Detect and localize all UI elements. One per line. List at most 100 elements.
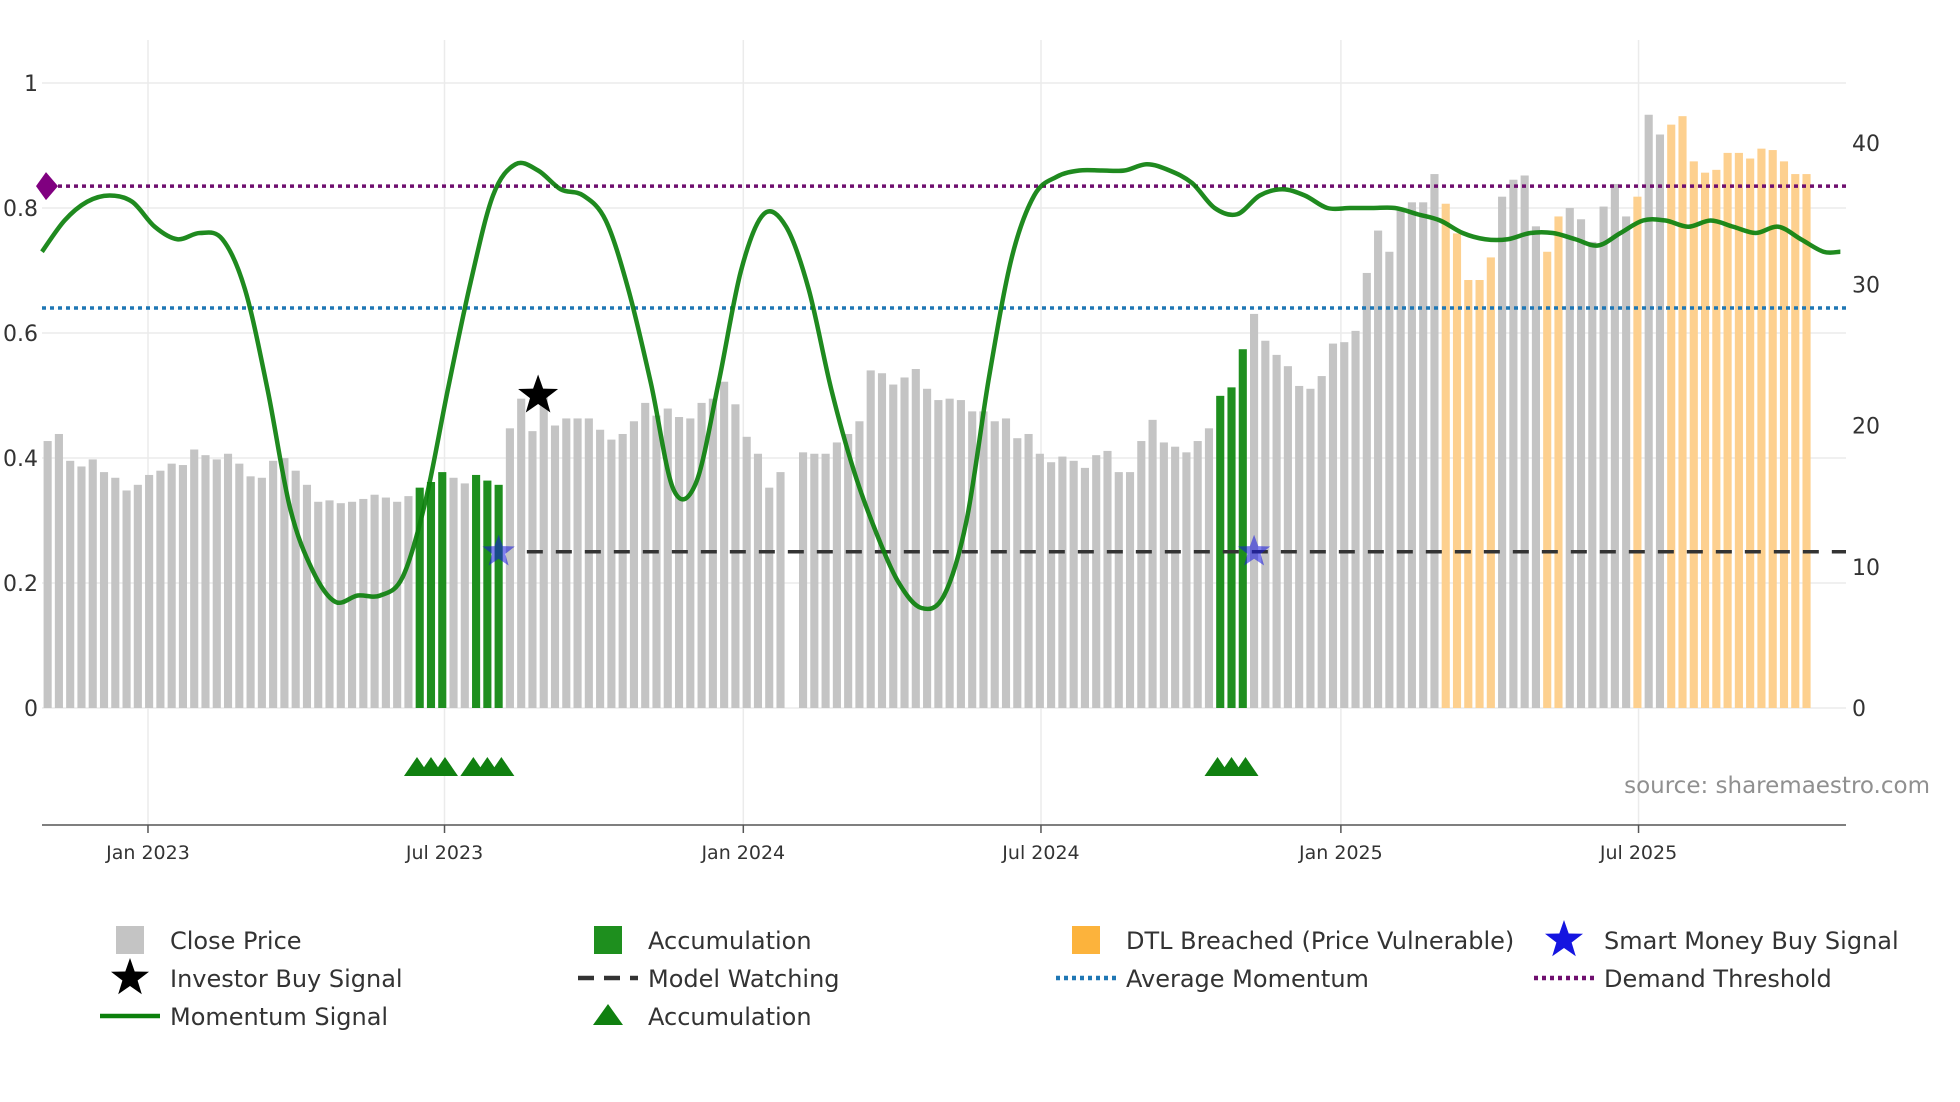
dtl-breached-bar (1678, 116, 1687, 709)
close-price-bar (968, 411, 977, 708)
close-price-bar (257, 477, 266, 708)
close-price-bar (1069, 460, 1078, 708)
close-price-bar (855, 421, 864, 708)
legend-label: Demand Threshold (1604, 965, 1832, 993)
close-price-bar (1374, 230, 1383, 708)
x-axis-tick-label: Jan 2025 (1298, 842, 1383, 864)
legend-item-close: Close Price (116, 926, 302, 955)
close-price-bar (923, 388, 932, 708)
close-price-bar (1644, 114, 1653, 708)
close-price-bar (1407, 202, 1416, 708)
dtl-breached-bar (1464, 280, 1473, 708)
bar-series (43, 114, 1811, 709)
close-price-bar (1520, 175, 1529, 709)
close-price-bar (1531, 226, 1540, 708)
close-price-bar (1430, 174, 1439, 708)
accumulation-marker (431, 757, 458, 776)
left-axis-tick-label: 1 (24, 72, 38, 97)
close-price-bar (720, 381, 729, 708)
investor-buy-signal-marker (518, 374, 559, 413)
close-price-bar (54, 433, 63, 708)
legend-item-smart: Smart Money Buy Signal (1545, 920, 1899, 957)
close-price-bar (1655, 134, 1665, 708)
close-price-bar (584, 418, 593, 708)
close-price-bar (223, 453, 233, 708)
right-axis-tick-label: 30 (1852, 273, 1880, 298)
legend-label: Close Price (170, 927, 302, 955)
close-price-bar (528, 431, 537, 708)
left-axis-tick-label: 0.6 (3, 322, 38, 347)
line-series (36, 160, 1846, 612)
x-axis-tick-label: Jan 2023 (105, 842, 190, 864)
close-price-bar (697, 402, 706, 708)
close-price-bar (1588, 241, 1597, 708)
close-price-bar (88, 459, 97, 708)
legend-label: Accumulation (648, 1003, 812, 1031)
legend-swatch (1545, 920, 1583, 957)
x-axis-tick-label: Jan 2024 (700, 842, 785, 864)
close-price-bar (1193, 441, 1202, 708)
close-price-bar (990, 421, 999, 708)
close-price-bar (1125, 472, 1135, 708)
legend-swatch (593, 1004, 623, 1025)
close-price-bar (1250, 313, 1259, 708)
close-price-bar (607, 439, 616, 708)
close-price-bar (674, 417, 684, 708)
close-price-bar (731, 404, 740, 708)
dtl-breached-bar (1701, 172, 1710, 709)
close-price-bar (393, 501, 402, 708)
close-price-bar (280, 457, 289, 708)
close-price-bar (596, 429, 605, 708)
close-price-bar (246, 476, 255, 708)
accumulation-bar (483, 480, 492, 708)
close-price-bar (1317, 376, 1326, 708)
dtl-breached-bar (1689, 161, 1698, 709)
dtl-breached-bar (1475, 280, 1484, 708)
legend-item-investor: Investor Buy Signal (111, 958, 403, 995)
close-price-bar (111, 477, 120, 708)
close-price-bar (1295, 385, 1304, 708)
dtl-breached-bar (1791, 174, 1800, 708)
close-price-bar (1159, 442, 1168, 708)
close-price-bar (1103, 450, 1112, 708)
close-price-bar (370, 494, 379, 708)
close-price-bar (348, 501, 357, 708)
close-price-bar (460, 483, 469, 708)
legend-label: Momentum Signal (170, 1003, 388, 1031)
close-price-bar (381, 497, 390, 708)
dtl-breached-bar (1441, 203, 1450, 709)
close-price-bar (212, 459, 221, 708)
close-price-bar (1565, 207, 1574, 708)
accumulation-bar (415, 487, 424, 708)
close-price-bar (686, 418, 695, 708)
accumulation-bar (1238, 349, 1247, 708)
close-price-bar (291, 470, 300, 708)
legend-item-accum_tri: Accumulation (593, 1003, 812, 1031)
close-price-bar (505, 428, 514, 708)
close-price-bar (810, 453, 819, 708)
right-axis-tick-label: 40 (1852, 132, 1880, 157)
close-price-bar (178, 465, 187, 708)
close-price-bar (1306, 388, 1315, 708)
dtl-breached-bar (1802, 174, 1811, 708)
close-price-bar (99, 472, 109, 708)
close-price-bar (122, 490, 131, 708)
close-price-bar (979, 411, 988, 708)
close-price-bar (1013, 438, 1022, 708)
close-price-bar (1092, 455, 1101, 708)
close-price-bar (753, 453, 763, 708)
close-price-bar (1272, 354, 1281, 708)
dtl-breached-bar (1452, 233, 1462, 708)
left-axis-tick-label: 0 (24, 697, 38, 722)
close-price-bar (314, 501, 323, 708)
dtl-breached-bar (1554, 216, 1563, 708)
close-price-bar (641, 402, 650, 708)
legend-item-accum_bar: Accumulation (594, 926, 812, 955)
legend-label: Accumulation (648, 927, 812, 955)
accumulation-bar (426, 482, 436, 708)
source-label: source: sharemaestro.com (1624, 773, 1930, 799)
close-price-bar (1058, 456, 1067, 708)
close-price-bar (133, 484, 142, 708)
close-price-bar (336, 503, 345, 708)
